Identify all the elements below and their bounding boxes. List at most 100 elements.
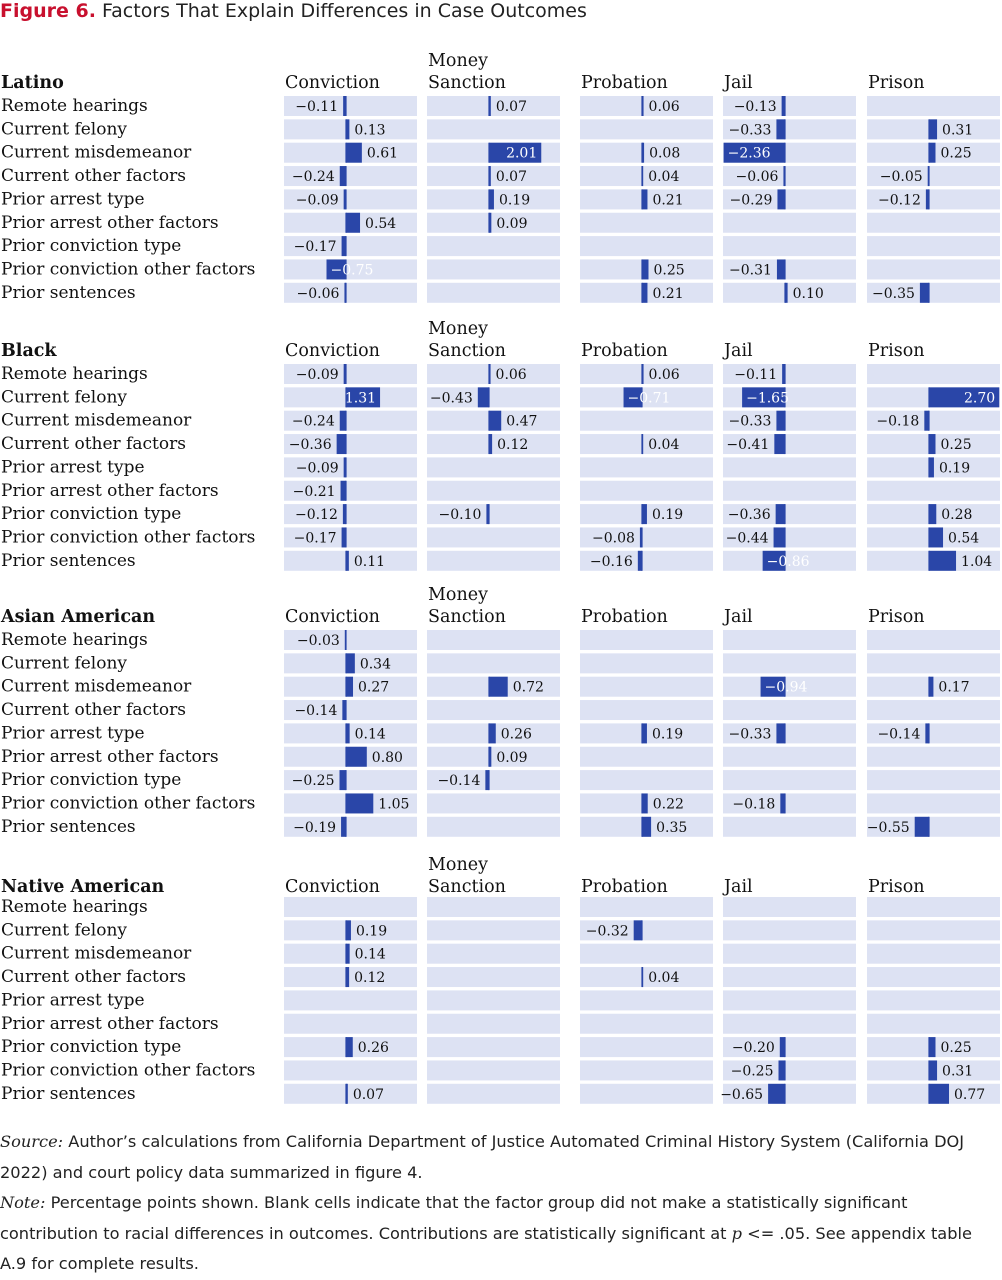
cell-background	[723, 723, 856, 744]
cell-background	[867, 816, 1000, 837]
data-label: 1.04	[961, 554, 992, 570]
cell-background	[867, 166, 1000, 187]
bar	[623, 387, 642, 408]
zero-line	[345, 1037, 347, 1058]
note-label: Note:	[0, 1193, 46, 1212]
zero-line	[345, 142, 347, 163]
data-label: 0.26	[501, 726, 532, 742]
bar	[346, 1083, 348, 1104]
bar	[489, 434, 493, 455]
zero-line	[928, 119, 930, 140]
bar	[477, 387, 489, 408]
row-label-current-other-factors: Current other factors	[1, 166, 186, 186]
column-header-conviction: Conviction	[285, 73, 380, 93]
cell-background	[284, 990, 417, 1011]
cell-background	[284, 967, 417, 988]
bar	[642, 364, 644, 384]
row-label-current-misdemeanor: Current misdemeanor	[1, 411, 192, 431]
zero-line	[345, 410, 347, 431]
data-label: −0.14	[294, 703, 337, 719]
zero-line	[784, 723, 786, 744]
data-label: −0.18	[876, 414, 919, 430]
row-label-prior-arrest-other-factors: Prior arrest other factors	[1, 213, 219, 233]
cell-background	[427, 504, 560, 525]
row-label-prior-arrest-type: Prior arrest type	[1, 723, 145, 743]
cell-background	[723, 746, 856, 767]
data-label: −0.19	[293, 820, 336, 836]
data-label: −0.86	[767, 554, 810, 570]
cell-background	[723, 96, 856, 116]
data-label: −0.32	[586, 923, 629, 939]
cell-background	[284, 96, 417, 116]
zero-line	[928, 142, 930, 163]
cell-background	[580, 527, 713, 548]
zero-line	[784, 189, 786, 210]
cell-background	[723, 434, 856, 455]
zero-line	[488, 723, 490, 744]
cell-background	[867, 236, 1000, 257]
row-label-remote-hearings: Remote hearings	[1, 897, 148, 917]
bar	[485, 770, 489, 791]
cell-background	[723, 236, 856, 257]
zero-line	[488, 434, 490, 455]
bar	[919, 282, 929, 303]
cell-background	[427, 480, 560, 501]
data-label: −0.33	[729, 122, 772, 138]
zero-line	[928, 527, 930, 548]
bar	[340, 480, 346, 501]
zero-line	[641, 96, 643, 116]
cell-background	[867, 676, 1000, 697]
cell-background	[284, 434, 417, 455]
cell-background	[427, 550, 560, 571]
cell-background	[580, 96, 713, 116]
data-label: −0.25	[731, 1063, 774, 1079]
zero-line	[641, 282, 643, 303]
data-label: 0.25	[941, 437, 972, 453]
data-label: 0.07	[496, 169, 527, 185]
column-header-jail: Jail	[722, 607, 753, 627]
column-header-money-sanction-line1: Money	[428, 319, 488, 339]
column-header-money-sanction-line1: Money	[428, 51, 488, 71]
data-label: −0.03	[297, 633, 340, 649]
cell-background	[580, 410, 713, 431]
source-text: Author’s calculations from California De…	[0, 1132, 965, 1182]
data-label: 0.11	[354, 554, 385, 570]
bar	[341, 816, 346, 837]
cell-background	[580, 236, 713, 257]
cell-background	[284, 119, 417, 140]
data-label: −0.33	[729, 414, 772, 430]
cell-background	[284, 504, 417, 525]
note-text: Percentage points shown. Blank cells ind…	[0, 1193, 908, 1243]
zero-line	[345, 166, 347, 187]
row-label-prior-arrest-type: Prior arrest type	[1, 457, 145, 477]
cell-background	[427, 990, 560, 1011]
cell-background	[867, 700, 1000, 721]
bar	[642, 96, 644, 116]
bar	[929, 504, 937, 525]
row-label-prior-arrest-type: Prior arrest type	[1, 990, 145, 1010]
row-label-prior-conviction-other-factors: Prior conviction other factors	[1, 527, 255, 547]
zero-line	[345, 630, 347, 650]
data-label: −0.65	[720, 1087, 763, 1103]
bar	[783, 166, 785, 187]
data-label: −0.08	[592, 530, 635, 546]
cell-background	[580, 457, 713, 478]
cell-background	[427, 653, 560, 674]
zero-line	[345, 943, 347, 964]
cell-background	[284, 1083, 417, 1104]
cell-background	[723, 897, 856, 917]
bar	[341, 236, 346, 257]
data-label: −0.09	[296, 367, 339, 383]
bar	[768, 1083, 785, 1104]
bar	[346, 920, 351, 941]
row-label-remote-hearings: Remote hearings	[1, 630, 148, 650]
bar	[637, 550, 642, 571]
zero-line	[928, 410, 930, 431]
cell-background	[284, 457, 417, 478]
figure-title: Figure 6. Factors That Explain Differenc…	[0, 0, 1002, 26]
cell-background	[427, 527, 560, 548]
row-label-prior-conviction-other-factors: Prior conviction other factors	[1, 259, 255, 279]
cell-background	[580, 990, 713, 1011]
zero-line	[345, 480, 347, 501]
zero-line	[928, 166, 930, 187]
